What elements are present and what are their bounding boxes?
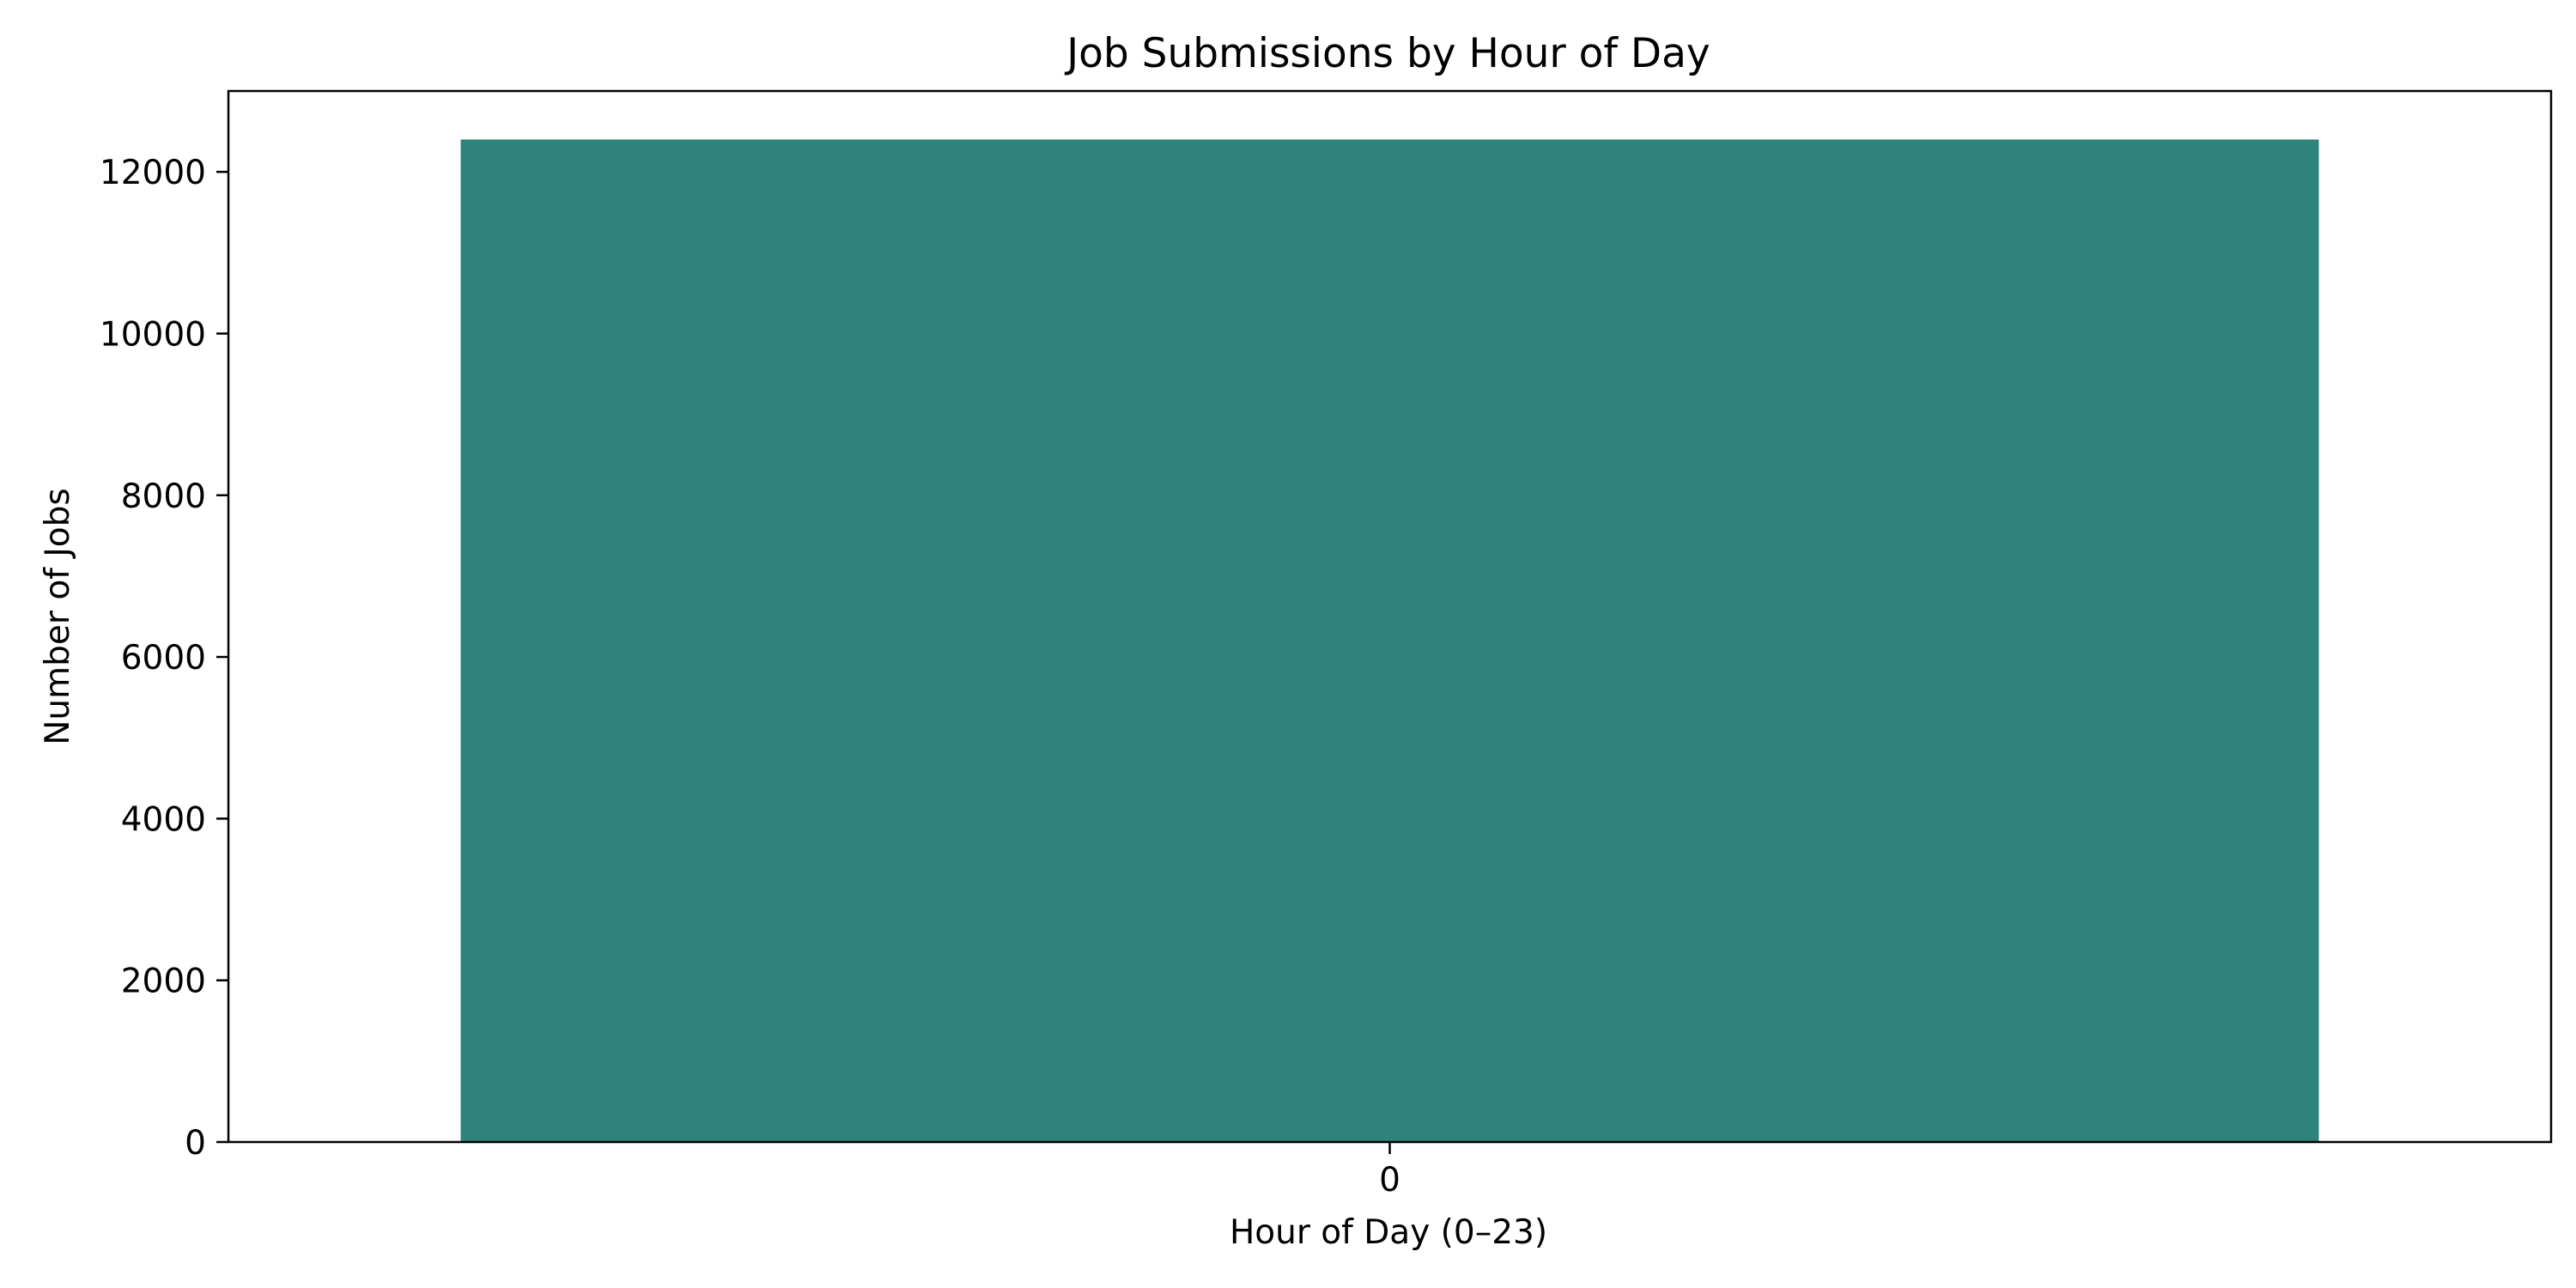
y-tick-label-2000: 2000	[121, 963, 206, 1001]
y-tick-label-4000: 4000	[121, 800, 206, 839]
bars-group	[460, 139, 2319, 1142]
bar-0	[460, 139, 2319, 1142]
x-axis: 0	[1379, 1142, 1400, 1200]
y-tick-label-8000: 8000	[121, 477, 206, 516]
y-tick-label-12000: 12000	[100, 154, 206, 192]
x-axis-label: Hour of Day (0–23)	[1230, 1213, 1547, 1252]
y-tick-label-6000: 6000	[121, 639, 206, 677]
plot-area	[227, 89, 2553, 1144]
chart-title: Job Submissions by Hour of Day	[1064, 30, 1710, 77]
y-tick-label-0: 0	[185, 1124, 206, 1163]
y-axis-label: Number of Jobs	[39, 488, 77, 745]
y-axis: 0 2000 4000 6000 8000 10000 12000	[100, 154, 228, 1163]
x-tick-label-0: 0	[1379, 1161, 1400, 1200]
y-tick-label-10000: 10000	[100, 315, 206, 354]
